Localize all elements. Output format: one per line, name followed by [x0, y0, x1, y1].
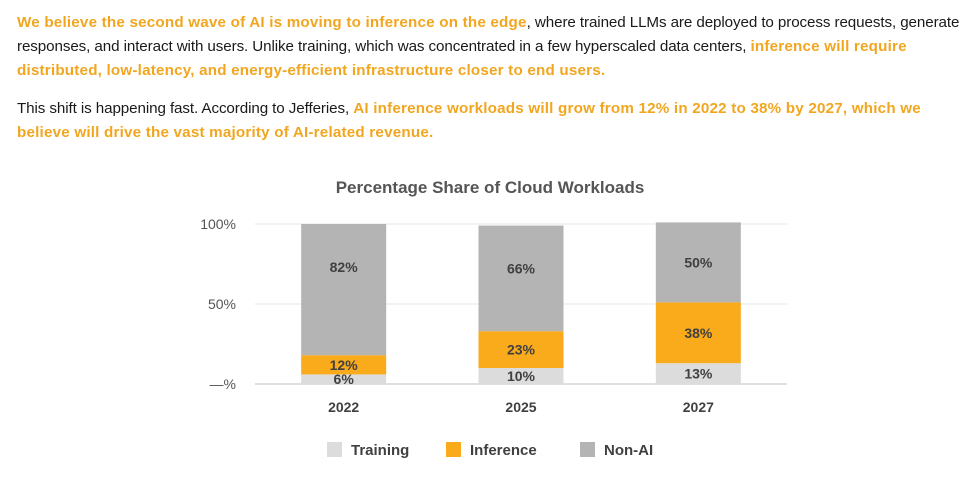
y-axis: 100% 50% —% — [200, 216, 236, 392]
bar-inference-2025 — [478, 331, 564, 368]
bar-training-2027 — [655, 363, 741, 384]
bar-non-ai-2027 — [655, 222, 741, 303]
bar-training-2025 — [478, 368, 564, 384]
x-tick-label: 2027 — [683, 399, 714, 415]
bar-non-ai-2025 — [478, 225, 564, 332]
legend-swatch — [446, 442, 461, 457]
y-tick-label: 50% — [208, 296, 236, 312]
body-text: This shift is happening fast. According … — [17, 100, 354, 117]
y-tick-label: 100% — [200, 216, 236, 232]
legend-label: Non-AI — [604, 442, 653, 459]
data-label: 10% — [507, 368, 536, 384]
data-label: 38% — [684, 325, 713, 341]
bar-inference-2022 — [301, 355, 387, 375]
intro-paragraph-2: This shift is happening fast. According … — [17, 97, 967, 145]
x-axis: 2022 2025 2027 — [328, 399, 714, 415]
data-label: 23% — [507, 342, 536, 358]
data-label: 82% — [330, 259, 359, 275]
data-label: 6% — [334, 371, 355, 387]
legend: Training Inference Non-AI — [327, 442, 653, 459]
highlight-text: AI inference workloads will grow from 12… — [17, 100, 921, 141]
data-label: 66% — [507, 261, 536, 277]
data-label: 13% — [684, 366, 713, 382]
legend-label: Inference — [470, 442, 537, 459]
bar-training-2022 — [301, 374, 387, 384]
x-tick-label: 2022 — [328, 399, 359, 415]
highlight-text: We believe the second wave of AI is movi… — [17, 14, 527, 31]
chart-title: Percentage Share of Cloud Workloads — [336, 178, 645, 197]
highlight-text: inference will require distributed, low-… — [17, 38, 907, 79]
legend-swatch — [327, 442, 342, 457]
bar-inference-2027 — [655, 302, 741, 364]
x-tick-label: 2025 — [505, 399, 536, 415]
bar-non-ai-2022 — [301, 224, 387, 356]
intro-paragraph-1: We believe the second wave of AI is movi… — [17, 11, 967, 83]
data-label: 50% — [684, 254, 713, 270]
bars — [301, 222, 741, 384]
body-text: , where trained LLMs are deployed to pro… — [17, 14, 960, 55]
y-tick-label: —% — [210, 376, 236, 392]
legend-label: Training — [351, 442, 409, 459]
value-labels: 6%12% 82% 10% 23% 66% 13% 38% 50% — [330, 254, 713, 387]
legend-swatch — [580, 442, 595, 457]
data-label: 12% — [330, 357, 359, 373]
